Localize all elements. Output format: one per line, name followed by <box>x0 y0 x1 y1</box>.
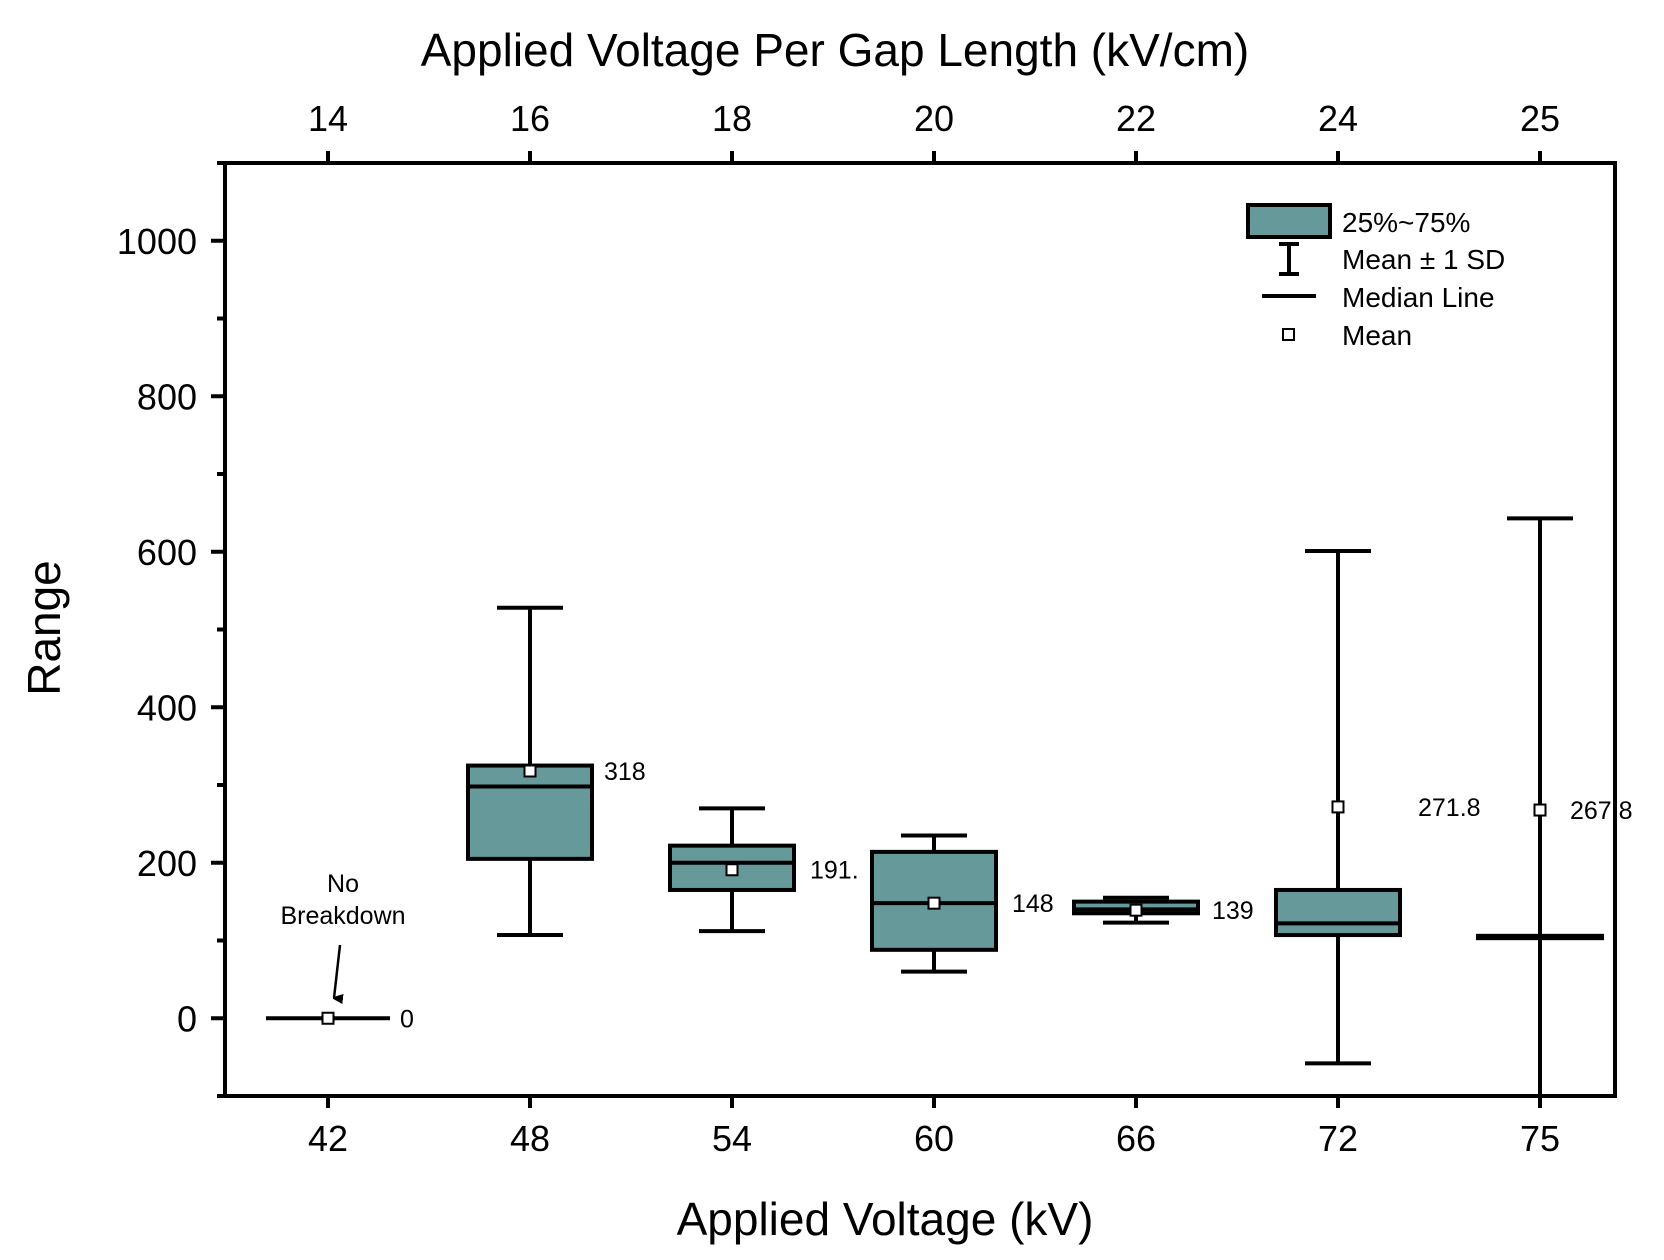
mean-label: 139 <box>1212 897 1254 925</box>
box-42: 0 <box>266 1005 414 1033</box>
mean-marker <box>523 764 537 778</box>
mean-label: 271.8 <box>1418 794 1481 822</box>
top-tick-label: 16 <box>510 98 550 139</box>
mean-label: 191. <box>810 857 859 885</box>
no-breakdown-annotation: No Breakdown <box>280 870 406 998</box>
y-tick-label: 600 <box>137 532 197 573</box>
legend-box-swatch <box>1246 203 1332 239</box>
mean-marker <box>1331 800 1345 814</box>
legend: 25%~75% Mean ± 1 SD Median Line Mean <box>1246 203 1505 351</box>
legend-sd-swatch <box>1279 242 1299 276</box>
legend-label-sd: Mean ± 1 SD <box>1342 244 1505 275</box>
x-tick-label: 60 <box>914 1118 954 1159</box>
y-tick-label: 0 <box>177 998 197 1039</box>
top-axis-title: Applied Voltage Per Gap Length (kV/cm) <box>421 24 1249 76</box>
top-tick-label: 20 <box>914 98 954 139</box>
x-tick-label: 54 <box>712 1118 752 1159</box>
x-tick-label: 66 <box>1116 1118 1156 1159</box>
annotation-arrow <box>334 944 340 998</box>
top-tick-label: 18 <box>712 98 752 139</box>
x-tick-label: 72 <box>1318 1118 1358 1159</box>
y-axis-title: Range <box>18 560 70 696</box>
iqr-box <box>466 763 594 861</box>
y-tick-label: 200 <box>137 843 197 884</box>
iqr-box <box>1274 887 1402 938</box>
box-48: 318 <box>466 605 646 938</box>
top-tick-label: 25 <box>1520 98 1560 139</box>
mean-marker <box>725 863 739 877</box>
top-tick-label: 14 <box>308 98 348 139</box>
y-axis: 0 200 400 600 800 1000 <box>117 161 225 1098</box>
x-axis: 42 48 54 60 66 72 75 <box>308 1096 1560 1159</box>
top-axis: 14 16 18 20 22 24 25 <box>308 98 1560 163</box>
box-54: 191. <box>668 806 859 934</box>
mean-marker <box>1129 903 1143 917</box>
legend-label-iqr: 25%~75% <box>1342 207 1470 238</box>
legend-label-mean: Mean <box>1342 320 1412 351</box>
box-75: 267.8 <box>1476 516 1633 1096</box>
annotation-line-2: Breakdown <box>280 902 405 930</box>
mean-marker <box>1533 803 1547 817</box>
box-66: 139 <box>1072 895 1254 925</box>
top-tick-label: 24 <box>1318 98 1358 139</box>
top-tick-label: 22 <box>1116 98 1156 139</box>
mean-label: 148 <box>1012 890 1054 918</box>
mean-label: 0 <box>400 1005 414 1033</box>
box-72: 271.8 <box>1274 548 1481 1066</box>
box-60: 148 <box>870 833 1054 974</box>
box-series: 0 318 191. 148 139 271.8 267.8 <box>266 516 1633 1096</box>
x-tick-label: 42 <box>308 1118 348 1159</box>
legend-mean-swatch <box>1282 328 1295 341</box>
x-axis-title: Applied Voltage (kV) <box>677 1193 1094 1245</box>
y-tick-label: 400 <box>137 687 197 728</box>
y-tick-label: 1000 <box>117 221 197 262</box>
x-tick-label: 75 <box>1520 1118 1560 1159</box>
x-tick-label: 48 <box>510 1118 550 1159</box>
annotation-line-1: No <box>327 870 359 898</box>
mean-marker <box>321 1011 335 1025</box>
y-tick-label: 800 <box>137 376 197 417</box>
mean-label: 318 <box>604 758 646 786</box>
legend-label-median: Median Line <box>1342 282 1495 313</box>
mean-label: 267.8 <box>1570 797 1633 825</box>
mean-marker <box>927 896 941 910</box>
